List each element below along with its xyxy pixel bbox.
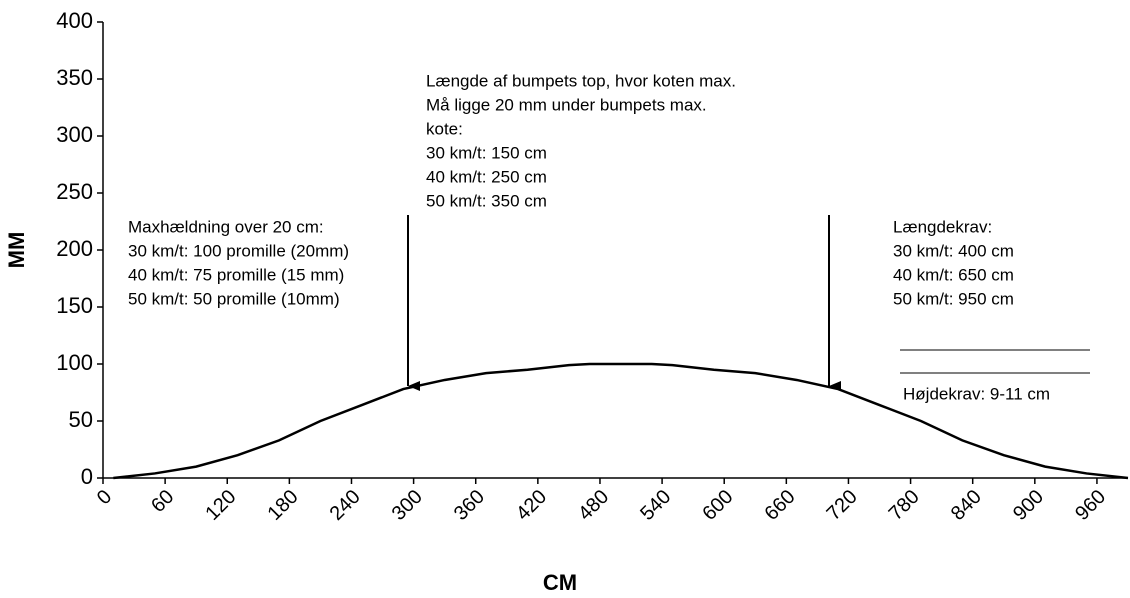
y-tick-label: 200 [56, 236, 93, 261]
annotation: 30 km/t: 400 cm [893, 241, 1014, 260]
y-tick-label: 350 [56, 65, 93, 90]
y-tick-label: 50 [69, 407, 93, 432]
x-tick-label: 60 [147, 486, 178, 517]
x-tick-label: 780 [885, 486, 924, 525]
x-tick-label: 480 [574, 486, 613, 525]
annotation: 50 km/t: 350 cm [426, 191, 547, 210]
x-tick-label: 720 [823, 486, 862, 525]
annotation: Maxhældning over 20 cm: [128, 217, 324, 236]
y-tick-label: 300 [56, 122, 93, 147]
annotation: Må ligge 20 mm under bumpets max. [426, 95, 707, 114]
x-tick-label: 960 [1071, 486, 1110, 525]
y-tick-label: 400 [56, 8, 93, 33]
x-tick-label: 420 [512, 486, 551, 525]
x-tick-label: 600 [698, 486, 737, 525]
annotation: Længde af bumpets top, hvor koten max. [426, 71, 736, 90]
x-tick-label: 840 [947, 486, 986, 525]
x-axis-title: CM [543, 570, 577, 595]
y-tick-label: 250 [56, 179, 93, 204]
x-tick-label: 660 [760, 486, 799, 525]
data-line [113, 362, 1129, 480]
x-tick-label: 240 [326, 486, 365, 525]
annotation: 50 km/t: 950 cm [893, 289, 1014, 308]
annotation: 30 km/t: 100 promille (20mm) [128, 241, 349, 260]
y-axis-title: MM [4, 232, 29, 269]
x-tick-label: 120 [201, 486, 240, 525]
x-tick-label: 0 [93, 486, 116, 509]
annotation: kote: [426, 119, 463, 138]
y-tick-label: 0 [81, 464, 93, 489]
annotation: 40 km/t: 75 promille (15 mm) [128, 265, 344, 284]
annotation: 40 km/t: 250 cm [426, 167, 547, 186]
x-tick-label: 540 [636, 486, 675, 525]
x-tick-label: 900 [1009, 486, 1048, 525]
y-tick-label: 150 [56, 293, 93, 318]
annotation: 40 km/t: 650 cm [893, 265, 1014, 284]
annotation: Højdekrav: 9-11 cm [903, 384, 1050, 403]
y-tick-label: 100 [56, 350, 93, 375]
x-tick-label: 300 [388, 486, 427, 525]
annotation: Længdekrav: [893, 217, 992, 236]
x-tick-label: 360 [450, 486, 489, 525]
annotation: 50 km/t: 50 promille (10mm) [128, 289, 340, 308]
x-tick-label: 180 [263, 486, 302, 525]
annotation: 30 km/t: 150 cm [426, 143, 547, 162]
